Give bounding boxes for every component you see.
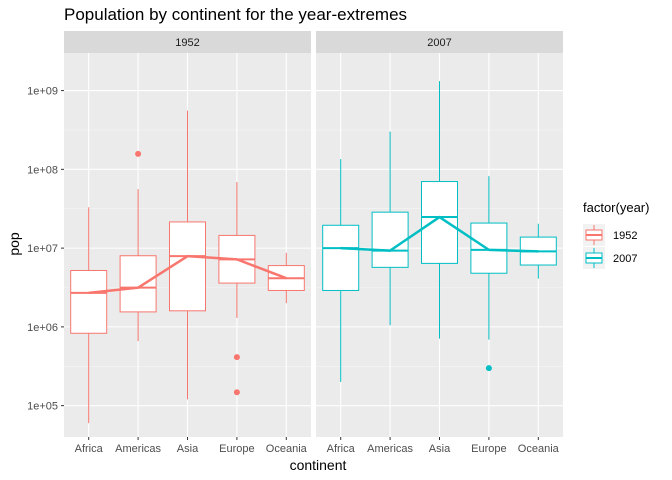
x-tick-label: Africa <box>75 443 104 455</box>
x-axis: Africa Americas Asia Europe Oceania Africa Ame… <box>75 437 560 455</box>
facet-strip <box>64 31 311 53</box>
x-tick-label: Asia <box>429 443 451 455</box>
y-tick-label: 1e+08 <box>27 164 58 176</box>
box-africa <box>322 224 360 291</box>
x-tick-label: Asia <box>177 443 199 455</box>
facet-panel-2007: 2007 <box>316 31 563 437</box>
legend-label: 1952 <box>613 230 637 242</box>
box-americas <box>371 211 409 268</box>
box-europe <box>470 222 508 274</box>
box-asia <box>421 181 458 264</box>
box-africa <box>70 269 108 334</box>
x-axis-title: continent <box>290 457 347 473</box>
median-trend-line <box>340 215 539 253</box>
legend-label: 2007 <box>613 253 637 265</box>
median-trend-line <box>88 254 287 295</box>
y-tick-label: 1e+05 <box>27 401 58 413</box>
x-tick-label: Africa <box>327 443 356 455</box>
x-tick-label: Oceania <box>266 443 308 455</box>
outlier-point <box>485 365 492 372</box>
box-asia <box>169 221 206 312</box>
y-tick-label: 1e+06 <box>27 322 58 334</box>
x-tick-label: Americas <box>115 443 161 455</box>
facet-strip-label: 2007 <box>427 37 451 49</box>
legend-key-1952 <box>583 224 605 246</box>
facet-panel-1952: 1952 <box>64 31 311 437</box>
x-tick-label: Oceania <box>518 443 560 455</box>
chart-title: Population by continent for the year-ext… <box>64 5 407 24</box>
x-tick-label: Europe <box>471 443 506 455</box>
box-americas <box>119 255 157 313</box>
y-tick-label: 1e+07 <box>27 243 58 255</box>
legend-title: factor(year) <box>583 200 649 215</box>
outlier-point <box>233 389 240 396</box>
legend-key-2007 <box>583 247 605 269</box>
y-axis-title: pop <box>6 232 22 256</box>
outlier-point <box>233 354 240 361</box>
facet-strip <box>316 31 563 53</box>
outlier-point <box>135 150 142 157</box>
y-axis: 1e+05 1e+06 1e+07 1e+08 1e+09 <box>27 86 64 413</box>
x-tick-label: Europe <box>219 443 254 455</box>
x-tick-label: Americas <box>367 443 413 455</box>
facet-strip-label: 1952 <box>175 37 199 49</box>
y-tick-label: 1e+09 <box>27 86 58 98</box>
legend: factor(year) 1952 2007 <box>583 200 649 269</box>
